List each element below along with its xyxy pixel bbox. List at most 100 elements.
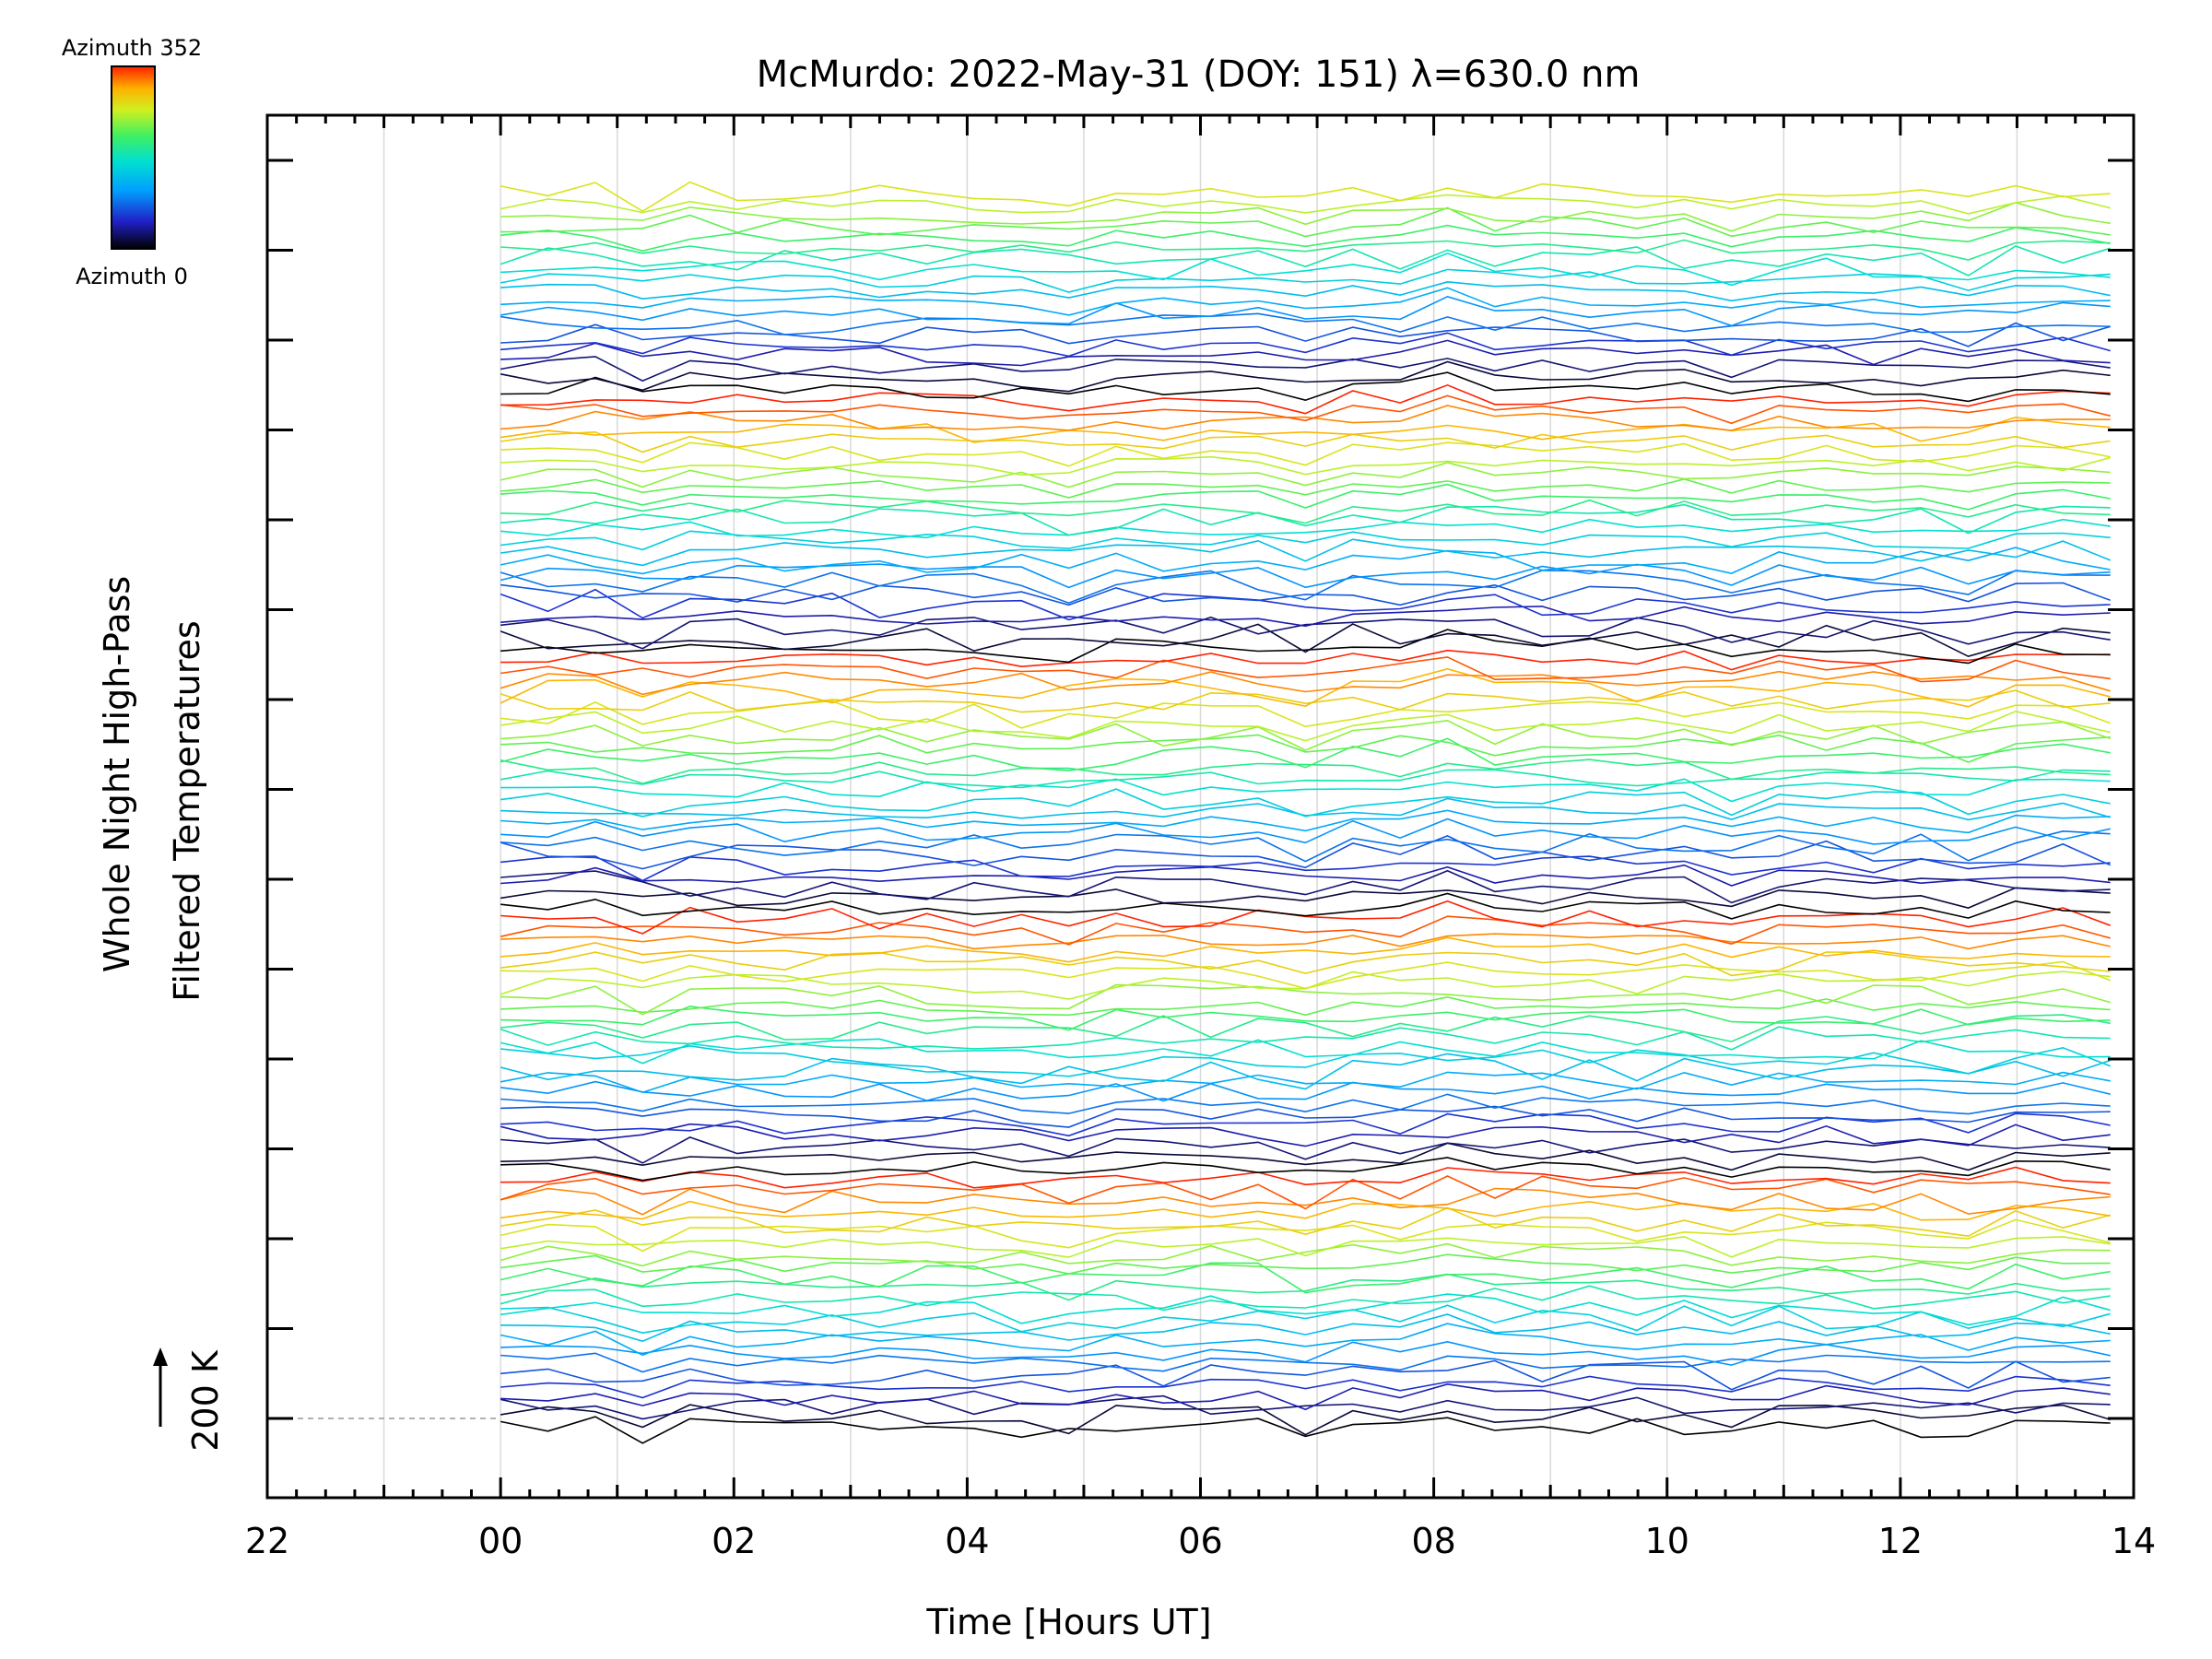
azimuth-trace xyxy=(500,239,2111,261)
azimuth-trace xyxy=(500,809,2111,834)
x-tick-label: 14 xyxy=(2112,1521,2156,1561)
azimuth-trace xyxy=(500,1026,2111,1051)
azimuth-trace xyxy=(500,1394,2111,1420)
azimuth-trace xyxy=(500,224,2111,253)
azimuth-trace xyxy=(500,995,2111,1017)
azimuth-trace xyxy=(500,1142,2111,1171)
azimuth-trace xyxy=(500,1253,2111,1275)
azimuth-trace xyxy=(500,667,2111,708)
azimuth-trace xyxy=(500,538,2112,567)
azimuth-trace xyxy=(500,855,2111,882)
chart-title: McMurdo: 2022-May-31 (DOY: 151) λ=630.0 … xyxy=(757,53,1641,96)
azimuth-trace xyxy=(500,788,2111,818)
azimuth-trace xyxy=(500,710,2111,742)
scale-label: 200 K xyxy=(185,1349,226,1452)
azimuth-trace xyxy=(500,181,2111,213)
azimuth-trace xyxy=(500,1123,2111,1147)
azimuth-trace xyxy=(500,1093,2111,1115)
azimuth-trace xyxy=(500,477,2111,499)
x-tick-label: 00 xyxy=(478,1521,523,1561)
azimuth-trace xyxy=(500,332,2111,358)
azimuth-trace xyxy=(500,689,2111,713)
azimuth-trace xyxy=(500,287,2111,316)
x-tick-label: 06 xyxy=(1178,1521,1222,1561)
azimuth-trace xyxy=(500,503,2111,536)
azimuth-trace xyxy=(500,563,2111,589)
azimuth-trace xyxy=(500,322,2111,347)
azimuth-trace xyxy=(500,670,2111,696)
azimuth-trace xyxy=(500,206,2111,238)
azimuth-trace xyxy=(500,339,2111,367)
azimuth-trace xyxy=(500,1359,2111,1391)
azimuth-trace xyxy=(500,797,2111,821)
azimuth-trace xyxy=(500,1014,2111,1042)
scale-arrow-head xyxy=(153,1347,168,1366)
azimuth-trace xyxy=(500,518,2111,539)
azimuth-trace xyxy=(500,656,2111,683)
x-tick-label: 10 xyxy=(1645,1521,1689,1561)
azimuth-trace xyxy=(500,461,2111,488)
azimuth-trace xyxy=(500,1235,2111,1258)
azimuth-trace xyxy=(500,1375,2111,1399)
azimuth-trace xyxy=(500,769,2111,789)
azimuth-trace xyxy=(500,1242,2111,1267)
azimuth-trace xyxy=(500,887,2111,909)
azimuth-trace xyxy=(500,1304,2111,1335)
azimuth-trace xyxy=(500,430,2111,453)
azimuth-trace xyxy=(500,1285,2111,1312)
azimuth-trace xyxy=(500,252,2111,287)
azimuth-trace xyxy=(500,1006,2111,1031)
azimuth-trace xyxy=(500,1166,2111,1189)
azimuth-trace xyxy=(500,864,2111,887)
azimuth-trace xyxy=(500,892,2111,920)
azimuth-trace xyxy=(500,1187,2111,1216)
azimuth-trace xyxy=(500,1273,2111,1301)
azimuth-trace xyxy=(500,1157,2111,1182)
x-tick-label: 04 xyxy=(945,1521,989,1561)
azimuth-trace xyxy=(500,778,2111,803)
y-axis-label-line1: Whole Night High-Pass xyxy=(97,576,137,972)
azimuth-trace xyxy=(500,1175,2111,1210)
azimuth-trace xyxy=(500,734,2111,763)
azimuth-trace xyxy=(500,629,2111,665)
axis-ticks xyxy=(265,115,2136,1498)
trace-group xyxy=(500,181,2112,1444)
azimuth-trace xyxy=(500,530,2111,551)
colorbar xyxy=(111,65,156,250)
x-axis-label: Time [Hours UT] xyxy=(925,1602,1211,1642)
azimuth-trace xyxy=(500,194,2111,215)
x-tick-label: 22 xyxy=(245,1521,289,1561)
colorbar-top-label: Azimuth 352 xyxy=(62,35,202,61)
azimuth-trace xyxy=(500,1340,2111,1366)
azimuth-trace xyxy=(500,915,2111,946)
azimuth-trace xyxy=(500,719,2111,751)
azimuth-trace xyxy=(500,1136,2111,1164)
azimuth-trace xyxy=(500,371,2111,403)
azimuth-trace xyxy=(500,1053,2111,1090)
azimuth-trace xyxy=(500,1404,2111,1436)
x-tick-labels: 22 00 02 04 06 08 10 12 14 xyxy=(245,1521,2156,1561)
azimuth-trace xyxy=(500,245,2111,276)
y-axis-label-line2: Filtered Temperatures xyxy=(167,620,207,1001)
azimuth-trace xyxy=(500,1071,2111,1094)
azimuth-trace xyxy=(500,818,2111,845)
azimuth-trace xyxy=(500,1080,2111,1102)
azimuth-trace xyxy=(500,1262,2111,1294)
azimuth-trace xyxy=(500,201,2111,232)
azimuth-trace xyxy=(500,1293,2111,1326)
azimuth-trace xyxy=(500,547,2111,575)
azimuth-trace xyxy=(500,1044,2111,1077)
x-tick-label: 02 xyxy=(712,1521,756,1561)
azimuth-trace xyxy=(500,483,2111,511)
azimuth-trace xyxy=(500,830,2111,863)
azimuth-trace xyxy=(500,951,2111,977)
azimuth-trace xyxy=(500,280,2111,302)
azimuth-trace xyxy=(500,869,2111,904)
azimuth-trace xyxy=(500,616,2111,650)
azimuth-trace xyxy=(500,499,2111,524)
azimuth-trace xyxy=(500,936,2111,963)
colorbar-bottom-label: Azimuth 0 xyxy=(76,264,188,289)
azimuth-trace xyxy=(500,588,2111,621)
azimuth-trace xyxy=(500,295,2111,327)
